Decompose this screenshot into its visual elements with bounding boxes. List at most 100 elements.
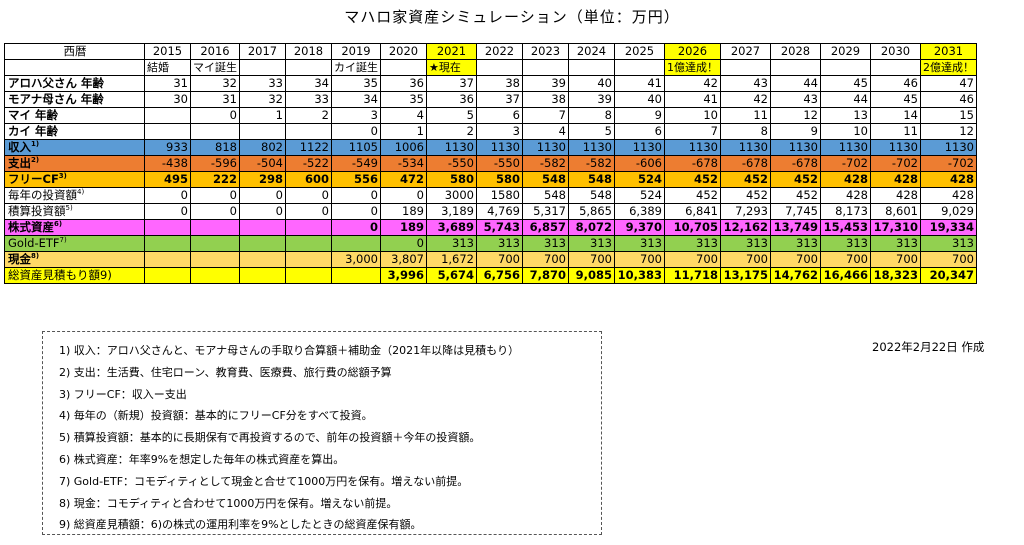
value-cell	[285, 251, 332, 268]
value-cell: 0	[144, 203, 191, 220]
value-cell: 3,689	[426, 219, 477, 236]
value-cell	[239, 251, 286, 268]
year-header-cell: 2029	[820, 43, 871, 60]
value-cell: 10	[820, 123, 871, 140]
value-cell: 3,996	[380, 267, 427, 284]
value-cell: 4	[380, 107, 427, 124]
mother-age-row: モアナ母さん 年齢 30 31 32 33 34 35 36 37 38 39 40 41 42 43 44 4…	[4, 91, 977, 108]
value-cell: 524	[614, 171, 665, 188]
value-cell: 1130	[568, 139, 615, 156]
value-cell: 0	[331, 123, 381, 140]
year-header-cell: 2025	[614, 43, 665, 60]
value-cell	[331, 235, 381, 252]
footnote-ref: 2)	[31, 156, 40, 165]
value-cell: 9,085	[568, 267, 615, 284]
value-cell: 40	[568, 75, 615, 92]
footnote-item: 7) Gold-ETF：コモディティとして現金と合せて1000万円を保有。増えな…	[59, 474, 469, 488]
year-header-cell: 2027	[720, 43, 771, 60]
value-cell: 8,173	[820, 203, 871, 220]
value-cell: 524	[614, 187, 665, 204]
value-cell: 9	[614, 107, 665, 124]
year-header-cell: 2026	[664, 43, 721, 60]
value-cell: 313	[920, 235, 977, 252]
value-cell: 452	[720, 171, 771, 188]
value-cell: 0	[144, 187, 191, 204]
value-cell: 700	[820, 251, 871, 268]
value-cell: -504	[239, 155, 286, 172]
value-cell: 313	[820, 235, 871, 252]
value-cell: 18,323	[870, 267, 921, 284]
row-label: 積算投資額5)	[4, 203, 145, 220]
value-cell: 8,072	[568, 219, 615, 236]
year-header-cell: 2024	[568, 43, 615, 60]
value-cell	[331, 267, 381, 284]
value-cell: 14,762	[770, 267, 821, 284]
value-cell	[144, 107, 191, 124]
value-cell: 0	[285, 203, 332, 220]
value-cell: 313	[770, 235, 821, 252]
value-cell: -702	[820, 155, 871, 172]
row-label: マイ 年齢	[4, 107, 145, 124]
value-cell: 548	[522, 187, 569, 204]
value-cell: 1580	[476, 187, 523, 204]
value-cell	[239, 267, 286, 284]
footnote-ref: 1)	[31, 140, 40, 149]
value-cell	[239, 235, 286, 252]
value-cell: 20,347	[920, 267, 977, 284]
row-label-text: 現金	[8, 252, 31, 267]
footnote-item: 3) フリーCF：収入ー支出	[59, 387, 187, 401]
value-cell: 14	[870, 107, 921, 124]
father-age-row: アロハ父さん 年齢 31 32 33 34 35 36 37 38 39 40 41 42 43 44 45 4…	[4, 75, 977, 92]
value-cell: 313	[568, 235, 615, 252]
value-cell: -678	[664, 155, 721, 172]
value-cell: 41	[664, 91, 721, 108]
row-label: 支出2)	[4, 155, 145, 172]
value-cell: 47	[920, 75, 977, 92]
value-cell: 5	[568, 123, 615, 140]
value-cell: -678	[720, 155, 771, 172]
value-cell: 3	[476, 123, 523, 140]
value-cell: 10,383	[614, 267, 665, 284]
value-cell	[239, 219, 286, 236]
value-cell: 0	[239, 203, 286, 220]
value-cell: 43	[720, 75, 771, 92]
value-cell: 16,466	[820, 267, 871, 284]
notes-box: 1) 収入：アロハ父さんと、モアナ母さんの手取り合算額＋補助金（2021年以降は…	[42, 331, 602, 535]
value-cell: 428	[820, 171, 871, 188]
value-cell: 6,841	[664, 203, 721, 220]
value-cell: 580	[426, 171, 477, 188]
annual-investment-row: 毎年の投資額4) 0 0 0 0 0 0 3000 1580 548 548 524 452 452 452…	[4, 187, 977, 204]
value-cell	[239, 123, 286, 140]
value-cell: 40	[614, 91, 665, 108]
value-cell: 313	[522, 235, 569, 252]
value-cell	[190, 251, 240, 268]
value-cell	[144, 235, 191, 252]
value-cell: 428	[920, 171, 977, 188]
value-cell: 1,672	[426, 251, 477, 268]
footnote-ref: 6)	[54, 220, 63, 229]
value-cell: 189	[380, 219, 427, 236]
value-cell: 1	[380, 123, 427, 140]
value-cell: 2	[426, 123, 477, 140]
value-cell: 41	[614, 75, 665, 92]
row-label-text: 株式資産	[8, 220, 54, 235]
value-cell: 42	[720, 91, 771, 108]
value-cell: 44	[770, 75, 821, 92]
stock-assets-row: 株式資産6) 0 189 3,689 5,743 6,857 8,072 9,370 10,70…	[4, 219, 977, 236]
row-label-text: 積算投資額	[8, 204, 66, 219]
row-label: 総資産見積もり額9)	[4, 267, 145, 284]
footnote-item: 1) 収入：アロハ父さんと、モアナ母さんの手取り合算額＋補助金（2021年以降は…	[59, 344, 520, 357]
value-cell: 17,310	[870, 219, 921, 236]
value-cell: 700	[522, 251, 569, 268]
value-cell: -550	[476, 155, 523, 172]
value-cell: 7	[664, 123, 721, 140]
value-cell: 11	[870, 123, 921, 140]
value-cell: 0	[380, 235, 427, 252]
value-cell: 15	[920, 107, 977, 124]
cash-row: 現金8) 3,000 3,807 1,672 700 700 700 700 700 700 700…	[4, 251, 977, 268]
value-cell: 428	[870, 171, 921, 188]
year-header-cell: 2023	[522, 43, 569, 60]
value-cell: 9	[770, 123, 821, 140]
value-cell: 1130	[522, 139, 569, 156]
value-cell: 1130	[426, 139, 477, 156]
